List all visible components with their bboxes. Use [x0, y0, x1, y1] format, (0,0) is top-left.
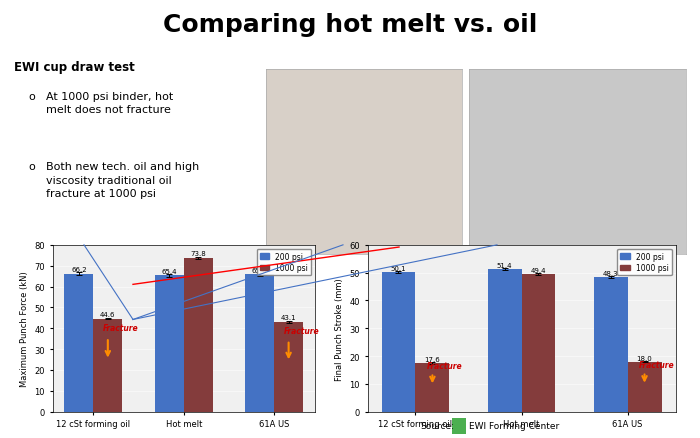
Text: 65.8: 65.8 [252, 267, 267, 273]
Text: o: o [28, 162, 35, 172]
Text: 73.8: 73.8 [190, 251, 206, 257]
Bar [274, 322, 303, 412]
Text: 65.4: 65.4 [162, 268, 177, 274]
Bar [488, 269, 522, 412]
Bar [93, 319, 122, 412]
Text: 44.6: 44.6 [100, 311, 116, 317]
Text: EWI Forming Center: EWI Forming Center [469, 421, 559, 430]
Text: 17.6: 17.6 [424, 356, 440, 362]
Text: Source:: Source: [420, 421, 454, 430]
Legend: 200 psi, 1000 psi: 200 psi, 1000 psi [257, 249, 312, 276]
Text: 48.3: 48.3 [603, 271, 618, 277]
Text: o: o [28, 92, 35, 102]
Text: Fracture: Fracture [639, 360, 675, 369]
Bar [522, 275, 555, 412]
Text: 51.4: 51.4 [497, 262, 512, 268]
Text: Fracture: Fracture [427, 361, 463, 370]
Bar [382, 273, 415, 412]
Text: 50.1: 50.1 [391, 265, 406, 272]
Legend: 200 psi, 1000 psi: 200 psi, 1000 psi [617, 249, 672, 276]
Bar [155, 276, 183, 412]
Bar [628, 362, 661, 412]
Text: Fracture: Fracture [104, 323, 139, 332]
Bar [64, 274, 93, 412]
Bar [594, 278, 628, 412]
Text: 66.2: 66.2 [71, 266, 87, 272]
Bar [245, 275, 274, 412]
Bar [415, 363, 449, 412]
Text: 49.4: 49.4 [531, 268, 546, 274]
Bar [183, 258, 213, 412]
Text: Comparing hot melt vs. oil: Comparing hot melt vs. oil [163, 13, 537, 37]
Text: 18.0: 18.0 [637, 355, 652, 360]
Y-axis label: Final Punch Stroke (mm): Final Punch Stroke (mm) [335, 277, 344, 380]
Text: Both new tech. oil and high
viscosity traditional oil
fracture at 1000 psi: Both new tech. oil and high viscosity tr… [46, 162, 199, 198]
Text: EWI cup draw test: EWI cup draw test [14, 61, 134, 74]
Text: Fracture: Fracture [284, 326, 320, 335]
Y-axis label: Maximum Punch Force (kN): Maximum Punch Force (kN) [20, 271, 29, 386]
Text: At 1000 psi binder, hot
melt does not fracture: At 1000 psi binder, hot melt does not fr… [46, 92, 173, 115]
Text: 43.1: 43.1 [281, 314, 296, 320]
